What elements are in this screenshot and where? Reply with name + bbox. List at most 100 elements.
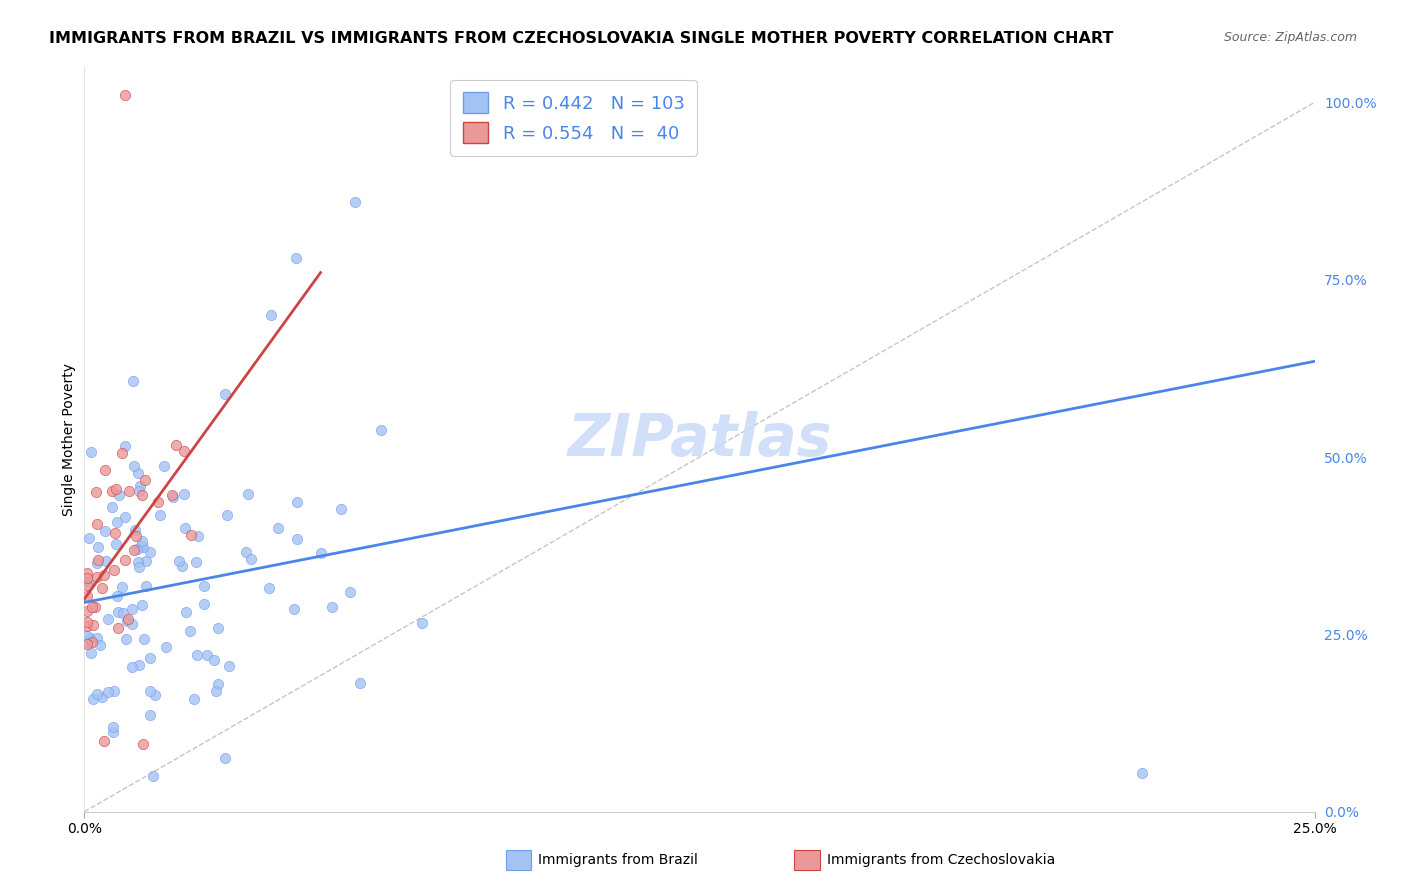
Point: [267, 521, 290, 535]
Point: [114, 88, 136, 103]
Point: [179, 624, 201, 639]
Point: [76, 604, 98, 618]
Point: [370, 423, 392, 437]
Point: [76, 635, 98, 649]
Point: [80, 600, 103, 615]
Point: [134, 632, 156, 646]
Point: [122, 374, 145, 388]
Point: [131, 598, 153, 612]
Point: [132, 541, 155, 555]
Point: [82, 618, 104, 632]
Point: [128, 560, 150, 574]
Point: [162, 490, 184, 504]
Point: [96, 611, 118, 625]
Point: [139, 651, 162, 665]
Point: [142, 769, 165, 783]
Point: [167, 554, 190, 568]
Point: [114, 632, 136, 646]
Text: ZIPatlas: ZIPatlas: [567, 411, 832, 467]
Point: [107, 606, 129, 620]
Point: [76, 571, 98, 585]
Point: [240, 552, 263, 566]
Point: [187, 529, 209, 543]
Point: [76, 589, 98, 603]
Point: [87, 553, 110, 567]
Point: [128, 657, 150, 672]
Point: [162, 487, 184, 501]
Point: [186, 648, 208, 663]
Text: Immigrants from Brazil: Immigrants from Brazil: [538, 853, 699, 867]
Point: [236, 487, 259, 501]
Point: [122, 543, 145, 558]
Point: [114, 439, 136, 453]
Point: [77, 531, 100, 545]
Point: [76, 637, 98, 651]
Point: [217, 508, 239, 523]
Point: [172, 559, 194, 574]
Point: [80, 647, 103, 661]
Point: [86, 631, 108, 645]
Point: [207, 677, 229, 691]
Point: [193, 597, 215, 611]
Point: [139, 683, 162, 698]
Point: [321, 600, 343, 615]
Point: [117, 612, 139, 626]
Point: [107, 621, 129, 635]
Legend: R = 0.442   N = 103, R = 0.554   N =  40: R = 0.442 N = 103, R = 0.554 N = 40: [450, 79, 697, 156]
Point: [94, 554, 117, 568]
Point: [205, 683, 228, 698]
Point: [108, 488, 131, 502]
Point: [97, 685, 120, 699]
Point: [121, 617, 143, 632]
Point: [173, 443, 195, 458]
Point: [94, 463, 117, 477]
Point: [330, 501, 353, 516]
Point: [101, 724, 124, 739]
Point: [135, 578, 157, 592]
Point: [180, 528, 202, 542]
Text: Source: ZipAtlas.com: Source: ZipAtlas.com: [1223, 31, 1357, 45]
Point: [76, 615, 98, 629]
Point: [93, 524, 115, 538]
Point: [91, 690, 114, 704]
Point: [76, 566, 98, 580]
Point: [124, 524, 146, 538]
Point: [285, 495, 308, 509]
Point: [103, 684, 125, 698]
Point: [104, 482, 127, 496]
Point: [283, 602, 305, 616]
Point: [143, 688, 166, 702]
Point: [122, 458, 145, 473]
Point: [153, 459, 176, 474]
Point: [128, 484, 150, 499]
Point: [93, 568, 115, 582]
Point: [214, 387, 236, 401]
Point: [339, 584, 361, 599]
Point: [131, 488, 153, 502]
Point: [104, 526, 127, 541]
Point: [83, 600, 105, 615]
Point: [76, 629, 98, 643]
Point: [284, 252, 308, 266]
Point: [76, 578, 98, 592]
Point: [79, 631, 101, 645]
Point: [411, 615, 433, 630]
Point: [76, 619, 98, 633]
Point: [103, 563, 125, 577]
Text: IMMIGRANTS FROM BRAZIL VS IMMIGRANTS FROM CZECHOSLOVAKIA SINGLE MOTHER POVERTY C: IMMIGRANTS FROM BRAZIL VS IMMIGRANTS FRO…: [49, 31, 1114, 46]
Point: [93, 733, 115, 747]
Point: [207, 622, 229, 636]
Point: [129, 540, 152, 554]
Point: [134, 473, 156, 487]
Point: [86, 517, 108, 532]
Point: [111, 446, 134, 460]
Point: [121, 601, 143, 615]
Point: [86, 687, 108, 701]
Point: [127, 555, 149, 569]
Point: [125, 541, 148, 556]
Point: [101, 484, 124, 499]
Point: [114, 510, 136, 524]
Point: [115, 615, 138, 629]
Point: [174, 605, 197, 619]
Point: [77, 574, 100, 589]
